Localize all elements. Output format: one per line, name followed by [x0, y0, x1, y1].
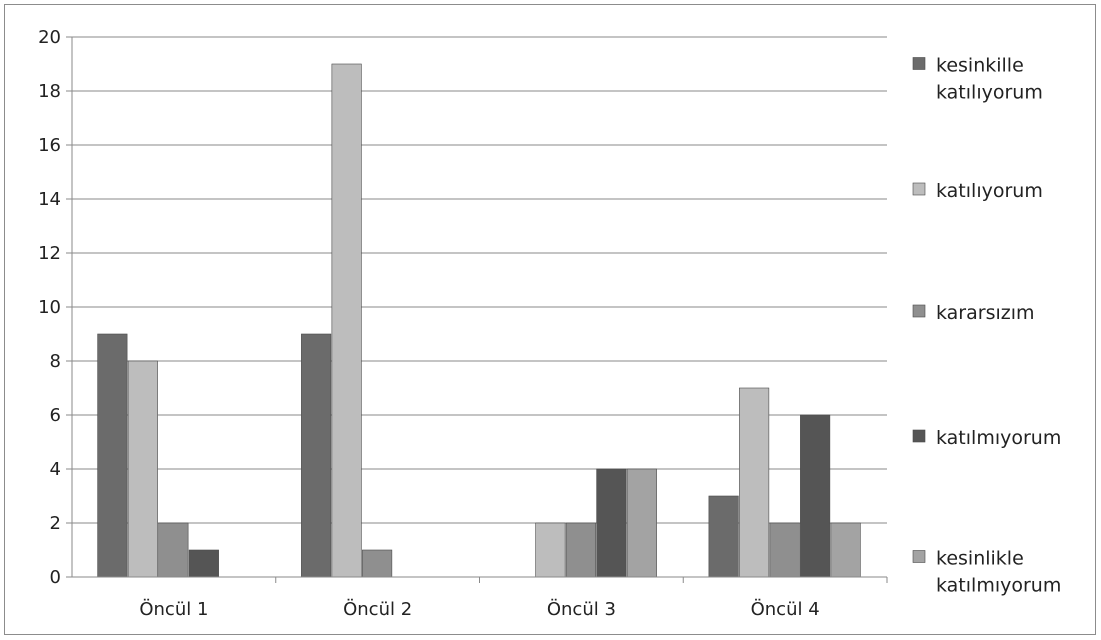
- bar: [800, 414, 831, 578]
- legend-label: katılmıyorum: [936, 427, 1061, 449]
- bar: [830, 522, 861, 578]
- bar: [626, 468, 657, 578]
- y-tick-label: 14: [38, 189, 61, 210]
- legend-swatch: [912, 182, 926, 196]
- bar: [301, 333, 332, 578]
- y-tick-label: 6: [50, 405, 61, 426]
- x-tick-label: Öncül 1: [139, 598, 208, 620]
- bars: [97, 63, 861, 578]
- y-tick-label: 12: [38, 243, 61, 264]
- bar: [565, 522, 596, 578]
- legend-label: katılmıyorum: [936, 575, 1061, 597]
- legend-swatch: [912, 550, 926, 563]
- y-tick-label: 18: [38, 81, 61, 102]
- bar: [362, 549, 393, 578]
- y-tick-label: 8: [50, 351, 61, 372]
- chart-frame: 0 2 4 6 8 10 12 14 16 18 20 Öncül 1 Öncül 2 Öncül 3 Ön…: [4, 4, 1096, 635]
- bar: [769, 522, 800, 578]
- legend-swatch: [912, 57, 926, 70]
- legend-label: katılıyorum: [936, 180, 1043, 202]
- legend-swatch: [912, 304, 926, 318]
- x-tick-label: Öncül 2: [343, 598, 412, 620]
- bar: [739, 387, 770, 578]
- bar-chart: 0 2 4 6 8 10 12 14 16 18 20 Öncül 1 Öncül 2 Öncül 3 Ön…: [38, 27, 1061, 620]
- axes: 0 2 4 6 8 10 12 14 16 18 20 Öncül 1 Öncül 2 Öncül 3 Ön…: [38, 27, 888, 620]
- bar: [596, 468, 627, 578]
- x-tick-label: Öncül 3: [547, 598, 616, 620]
- y-tick-label: 2: [50, 513, 61, 534]
- legend-label: kararsızım: [936, 302, 1035, 324]
- bar: [188, 549, 219, 578]
- legend-label: katılıyorum: [936, 82, 1043, 104]
- y-tick-label: 4: [50, 459, 61, 480]
- bar: [535, 522, 566, 578]
- legend: kesinkille katılıyorum katılıyorum kararsız…: [912, 55, 1061, 597]
- y-tick-label: 16: [38, 135, 61, 156]
- bar: [708, 495, 739, 578]
- x-tick-label: Öncül 4: [751, 598, 820, 620]
- legend-swatch: [912, 429, 926, 443]
- bar: [158, 522, 189, 578]
- y-tick-label: 0: [50, 567, 61, 588]
- bar: [127, 360, 158, 578]
- gridlines: [72, 36, 887, 524]
- legend-label: kesinkille: [936, 55, 1024, 77]
- legend-label: kesinlikle: [936, 548, 1024, 570]
- y-tick-label: 10: [38, 297, 61, 318]
- bar: [331, 63, 362, 578]
- y-tick-label: 20: [38, 27, 61, 48]
- bar: [97, 333, 128, 578]
